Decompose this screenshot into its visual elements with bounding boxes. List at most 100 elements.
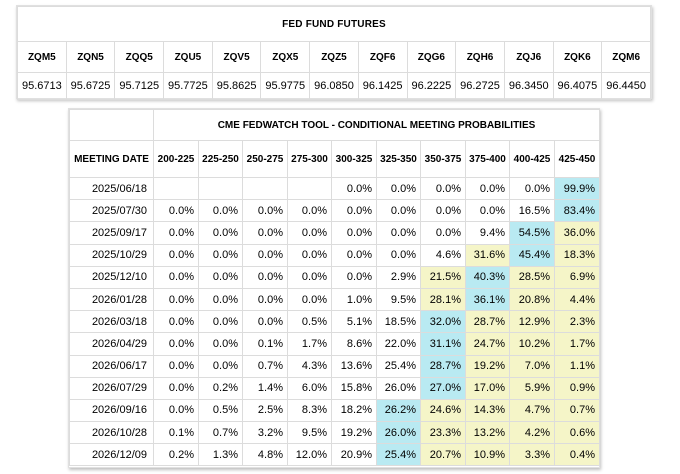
fed-fund-futures-table: FED FUND FUTURES ZQM5 ZQN5 ZQQ5 ZQU5 ZQV5 ZQX… — [17, 6, 651, 100]
probability-cell: 17.0% — [465, 376, 510, 400]
probability-cell: 0.0% — [331, 199, 377, 223]
probability-cell: 3.2% — [242, 421, 288, 445]
rate-range-header: 200-225 — [153, 140, 199, 178]
probability-cell: 26.0% — [376, 421, 421, 445]
probability-cell: 2.9% — [376, 265, 421, 289]
probability-cell: 28.5% — [509, 265, 555, 289]
fedwatch-title: CME FEDWATCH TOOL - CONDITIONAL MEETING … — [153, 109, 600, 141]
futures-code-cell: ZQG6 — [406, 41, 457, 73]
probability-cell: 2.5% — [242, 398, 288, 423]
probability-cell: 0.0% — [242, 221, 288, 245]
probability-cell: 1.3% — [198, 443, 243, 467]
probability-cell: 1.4% — [242, 376, 288, 400]
probability-cell: 0.0% — [242, 265, 288, 289]
probability-cell: 0.0% — [376, 176, 421, 201]
futures-value-cell: 96.1425 — [357, 72, 408, 100]
probability-cell: 0.0% — [420, 176, 466, 201]
rate-range-header: 375-400 — [465, 140, 510, 178]
probability-cell: 13.6% — [331, 354, 377, 378]
meeting-row: 2026/10/28 0.1% 0.7% 3.2% 9.5% 19.2% 26.0% 23.3… — [69, 421, 600, 445]
probability-cell: 0.1% — [153, 421, 199, 445]
probability-cell: 26.0% — [376, 376, 421, 400]
probability-cell: 0.0% — [153, 287, 199, 312]
futures-value-cell: 95.7725 — [163, 72, 213, 100]
fedwatch-header-row: MEETING DATE 200-225 225-250 250-275 275-30… — [69, 140, 600, 178]
futures-code-cell: ZQK6 — [552, 41, 603, 73]
probability-cell: 12.0% — [287, 443, 332, 467]
probability-cell: 13.2% — [465, 421, 510, 445]
meeting-date-cell: 2026/01/28 — [69, 287, 154, 312]
futures-value-cell: 96.3450 — [503, 72, 554, 100]
probability-cell: 0.0% — [153, 199, 199, 223]
meeting-date-cell: 2025/09/17 — [69, 221, 154, 245]
probability-cell: 36.1% — [465, 287, 510, 312]
probability-cell: 0.0% — [153, 221, 199, 245]
probability-cell: 0.0% — [153, 376, 199, 400]
probability-cell: 0.0% — [331, 265, 377, 289]
meeting-row: 2026/12/09 0.2% 1.3% 4.8% 12.0% 20.9% 25.4% 20.… — [69, 443, 600, 467]
rate-range-header: 300-325 — [331, 140, 377, 178]
probability-cell: 0.0% — [153, 332, 199, 356]
probability-cell — [242, 176, 288, 201]
probability-cell: 25.4% — [376, 443, 421, 467]
probability-cell: 31.6% — [465, 243, 510, 267]
probability-cell: 18.2% — [331, 398, 377, 423]
probability-cell: 0.0% — [331, 243, 377, 267]
rate-range-header: 325-350 — [376, 140, 421, 178]
futures-value-cell: 95.9775 — [260, 72, 311, 100]
probability-cell: 12.9% — [509, 310, 555, 334]
futures-code-cell: ZQH6 — [455, 41, 505, 73]
fedwatch-body: 2025/06/18 0.0% 0.0% 0.0% 0.0% 0.0% 99.9% 2025/… — [69, 176, 600, 467]
futures-code-cell: ZQU5 — [163, 41, 213, 73]
probability-cell: 24.6% — [420, 398, 466, 423]
futures-code-cell: ZQZ5 — [309, 41, 359, 73]
meeting-row: 2026/01/28 0.0% 0.0% 0.0% 0.0% 1.0% 9.5% 28.1% 3… — [69, 287, 600, 312]
rate-range-header: 350-375 — [420, 140, 466, 178]
fedwatch-panel: CME FEDWATCH TOOL - CONDITIONAL MEETING … — [68, 108, 600, 468]
meeting-date-header: MEETING DATE — [69, 140, 154, 178]
probability-cell: 0.0% — [287, 243, 332, 267]
probability-cell: 16.5% — [509, 199, 555, 223]
probability-cell: 26.2% — [376, 398, 421, 423]
probability-cell: 5.1% — [331, 310, 377, 334]
futures-code-cell: ZQN5 — [65, 41, 116, 73]
probability-cell: 0.0% — [242, 199, 288, 223]
probability-cell — [153, 176, 199, 201]
probability-cell: 24.7% — [465, 332, 510, 356]
meeting-row: 2026/07/29 0.0% 0.2% 1.4% 6.0% 15.8% 26.0% 27.0… — [69, 376, 600, 400]
probability-cell: 4.3% — [287, 354, 332, 378]
rate-range-header: 425-450 — [554, 140, 600, 178]
corner-cell — [69, 109, 154, 141]
probability-cell: 83.4% — [554, 199, 600, 223]
meeting-row: 2026/03/18 0.0% 0.0% 0.0% 0.5% 5.1% 18.5% 32.0%… — [69, 310, 600, 334]
futures-code-cell: ZQQ5 — [114, 41, 165, 73]
probability-cell: 6.0% — [287, 376, 332, 400]
futures-value-cell: 95.8625 — [211, 72, 262, 100]
probability-cell: 0.0% — [509, 176, 555, 201]
rate-range-header: 225-250 — [198, 140, 243, 178]
probability-cell: 4.8% — [242, 443, 288, 467]
futures-code-cell: ZQM6 — [601, 41, 651, 73]
futures-value-cell: 96.2725 — [455, 72, 505, 100]
meeting-date-cell: 2026/07/29 — [69, 376, 154, 400]
probability-cell: 10.2% — [509, 332, 555, 356]
probability-cell: 0.0% — [287, 199, 332, 223]
probability-cell: 0.6% — [554, 421, 600, 445]
meeting-row: 2025/06/18 0.0% 0.0% 0.0% 0.0% 0.0% 99.9% — [69, 176, 600, 201]
probability-cell: 0.2% — [198, 376, 243, 400]
meeting-date-cell: 2026/10/28 — [69, 421, 154, 445]
probability-cell: 0.7% — [198, 421, 243, 445]
futures-codes-row: ZQM5 ZQN5 ZQQ5 ZQU5 ZQV5 ZQX5 ZQZ5 ZQF6 ZQG6 ZQH6… — [17, 41, 651, 73]
probability-cell: 4.2% — [509, 421, 555, 445]
probability-cell: 1.1% — [554, 354, 600, 378]
probability-cell: 18.5% — [376, 310, 421, 334]
meeting-row: 2025/12/10 0.0% 0.0% 0.0% 0.0% 0.0% 2.9% 21.5% 4… — [69, 265, 600, 289]
probability-cell: 0.0% — [287, 221, 332, 245]
meeting-row: 2025/09/17 0.0% 0.0% 0.0% 0.0% 0.0% 0.0% 0.0% 9.… — [69, 221, 600, 245]
fedwatch-probabilities-table: CME FEDWATCH TOOL - CONDITIONAL MEETING … — [69, 109, 600, 467]
probability-cell: 0.0% — [198, 199, 243, 223]
probability-cell: 15.8% — [331, 376, 377, 400]
probability-cell: 0.0% — [198, 354, 243, 378]
probability-cell: 0.5% — [198, 398, 243, 423]
meeting-date-cell: 2025/12/10 — [69, 265, 154, 289]
